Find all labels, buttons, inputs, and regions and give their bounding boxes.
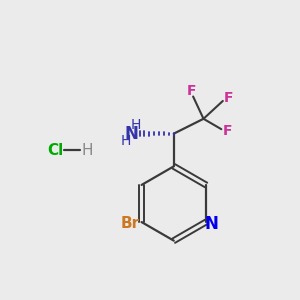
Text: Br: Br xyxy=(121,216,140,231)
Text: F: F xyxy=(187,84,196,98)
Text: H: H xyxy=(130,118,141,132)
Text: Cl: Cl xyxy=(47,142,63,158)
Text: N: N xyxy=(124,125,138,143)
Text: H: H xyxy=(120,134,130,148)
Text: F: F xyxy=(223,124,232,138)
Text: N: N xyxy=(204,215,218,233)
Text: H: H xyxy=(82,142,93,158)
Text: F: F xyxy=(224,91,233,105)
